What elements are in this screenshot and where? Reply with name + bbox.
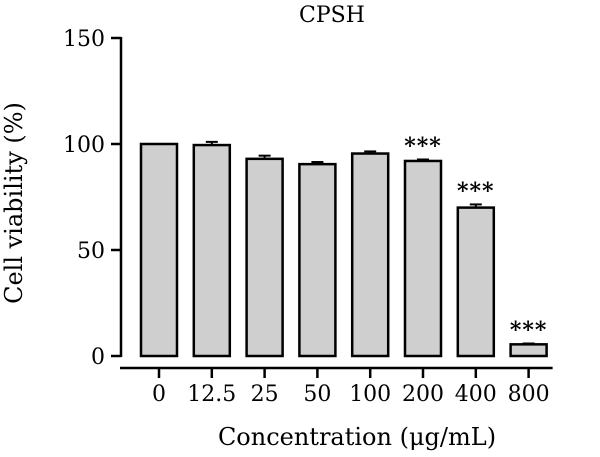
bar xyxy=(192,143,232,358)
y-axis-label: Cell viability (%) xyxy=(0,102,28,304)
bar xyxy=(456,206,496,358)
bar xyxy=(245,157,284,358)
y-tick-label: 50 xyxy=(77,239,105,264)
plot-area: 0 50 100 150 0 12.5 25 50 100 200 *** 400 *** 800 *** xyxy=(63,27,553,407)
y-tick-label: 100 xyxy=(63,133,105,158)
x-axis-label: Concentration (μg/mL) xyxy=(218,423,496,451)
bar xyxy=(350,152,390,358)
chart-title: CPSH xyxy=(299,3,365,28)
y-tick-label: 0 xyxy=(91,345,105,370)
significance-marker: *** xyxy=(510,317,548,343)
significance-marker: *** xyxy=(457,178,495,204)
x-tick-label: 100 xyxy=(349,382,391,407)
x-tick-label: 0 xyxy=(152,382,166,407)
x-tick-label: 25 xyxy=(251,382,279,407)
significance-marker: *** xyxy=(404,133,442,159)
x-tick-label: 50 xyxy=(303,382,331,407)
bar xyxy=(509,343,548,358)
bar xyxy=(139,142,179,358)
x-tick-label: 400 xyxy=(455,382,497,407)
bar xyxy=(298,162,337,358)
bar xyxy=(403,159,443,358)
x-tick-label: 200 xyxy=(402,382,444,407)
x-tick-label: 12.5 xyxy=(187,382,236,407)
y-tick-label: 150 xyxy=(63,27,105,52)
x-tick-label: 800 xyxy=(508,382,550,407)
